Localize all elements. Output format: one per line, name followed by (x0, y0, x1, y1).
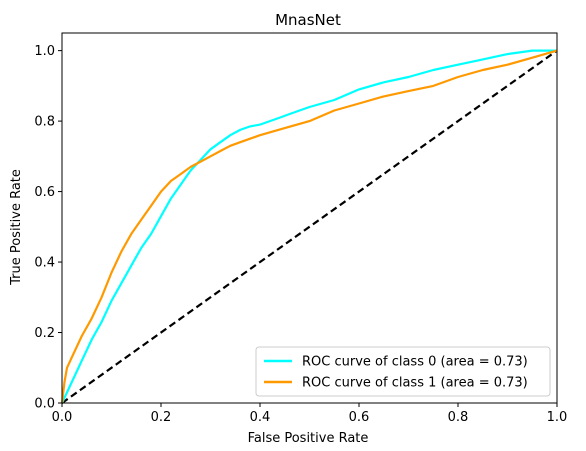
axes-frame (61, 32, 558, 404)
y-axis-label: True Positive Rate (9, 169, 24, 286)
y-tick-label: 0.4 (34, 256, 55, 271)
x-tick-label: 0.2 (151, 410, 172, 425)
series-line-class-1 (60, 49, 558, 404)
legend-box (255, 346, 551, 397)
x-tick-label: 0.8 (448, 410, 469, 425)
x-axis-label: False Positive Rate (248, 431, 369, 446)
y-tick-label: 0.8 (34, 115, 55, 130)
x-tick-label: 0.4 (250, 410, 271, 425)
x-tick-label: 0.6 (349, 410, 370, 425)
legend: ROC curve of class 0 (area = 0.73) ROC cu… (255, 346, 551, 397)
y-tick-label: 0.2 (34, 326, 55, 341)
legend-entry-class-0: ROC curve of class 0 (area = 0.73) (302, 355, 528, 370)
series-line-class-0 (61, 49, 557, 404)
y-tick-label: 1.0 (34, 44, 55, 59)
plot-area (60, 49, 558, 404)
legend-entry-class-1: ROC curve of class 1 (area = 0.73) (302, 376, 528, 391)
y-tick-label: 0.0 (34, 397, 55, 412)
x-tick-label: 1.0 (547, 410, 568, 425)
reference-diagonal-line (61, 49, 558, 404)
x-tick-label: 0.0 (52, 410, 73, 425)
y-tick-label: 0.6 (34, 185, 55, 200)
chart-title: MnasNet (275, 11, 341, 29)
